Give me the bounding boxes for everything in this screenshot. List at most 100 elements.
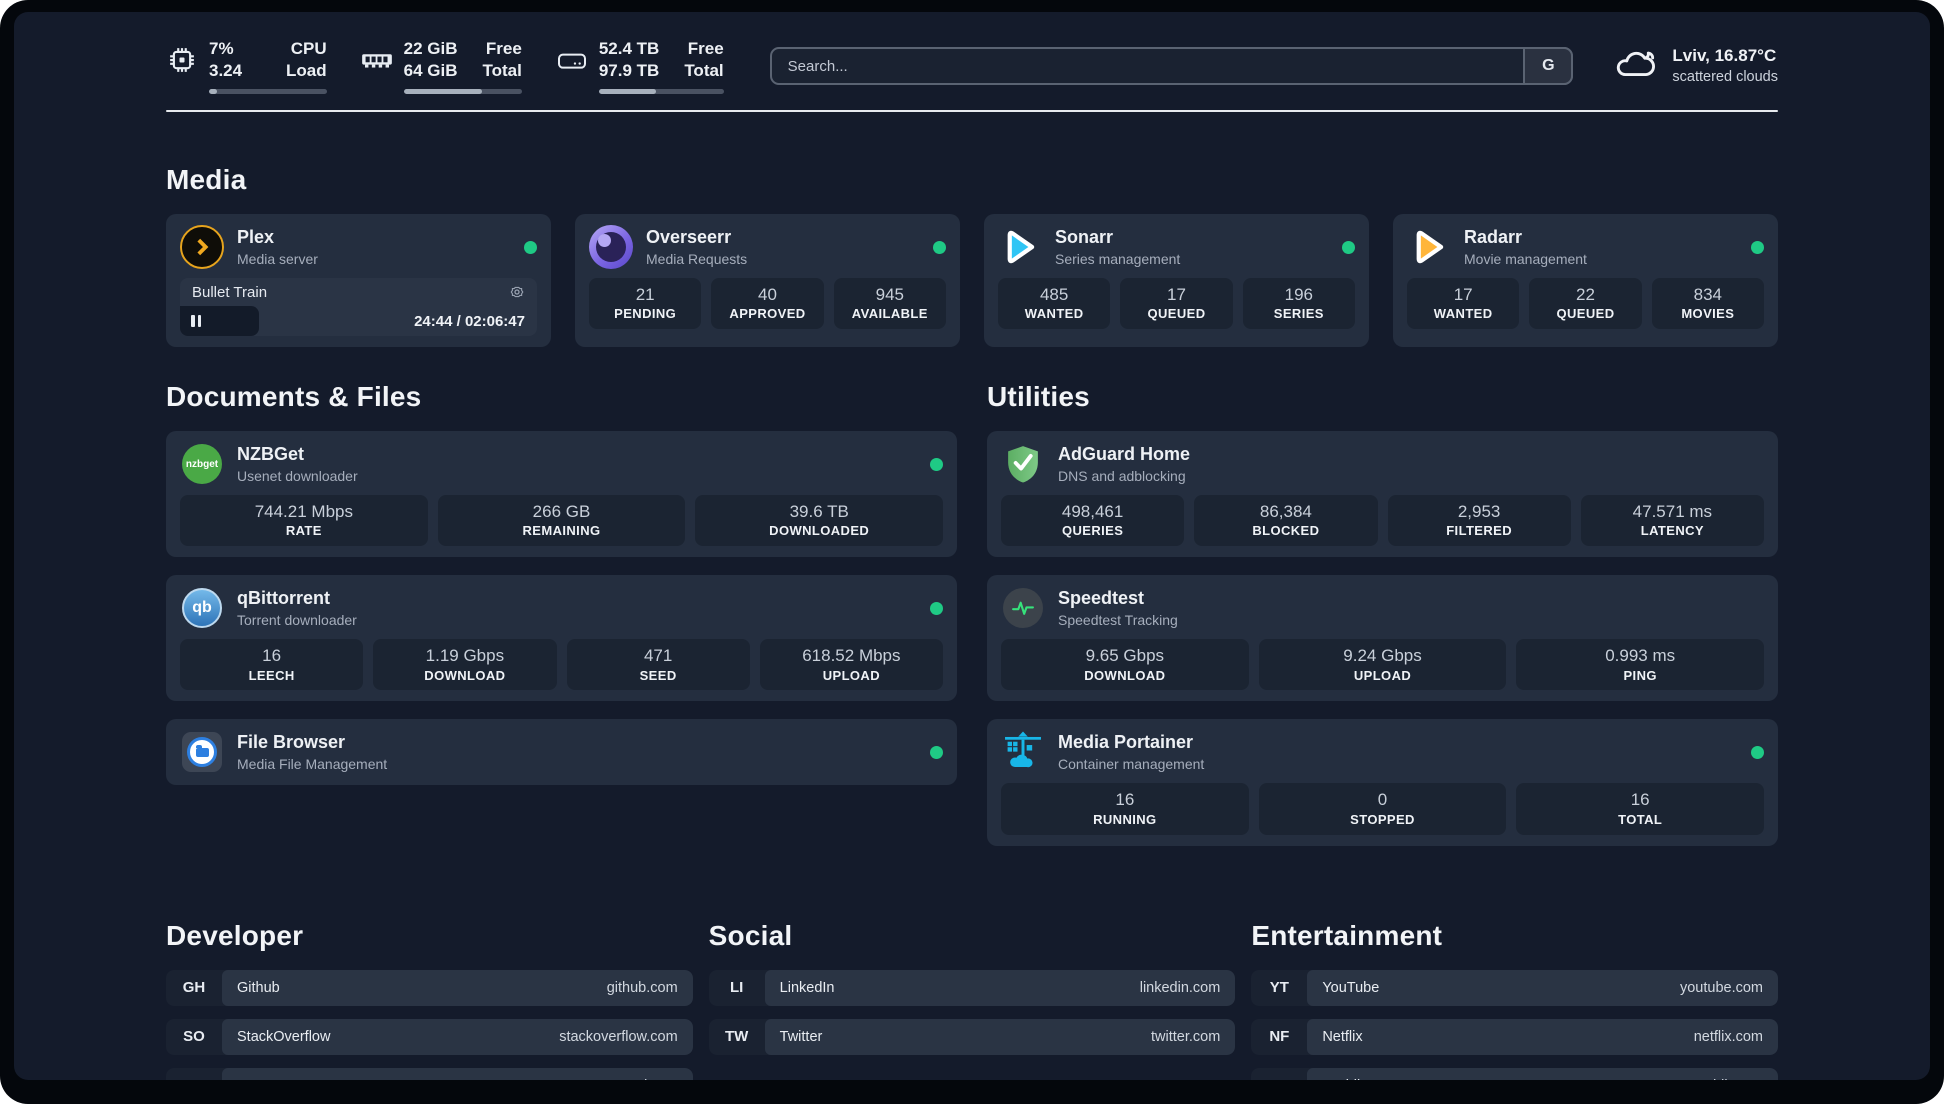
- stat-tile: 47.571 ms LATENCY: [1580, 495, 1764, 547]
- app-name: NZBGet: [237, 444, 304, 465]
- storage-free-label: Free: [687, 39, 724, 58]
- stat-tile: 945 AVAILABLE: [833, 278, 946, 330]
- link-url: github.com: [606, 979, 678, 996]
- memory-total: 64 GiB: [403, 61, 458, 81]
- section-title-developer: Developer: [166, 919, 304, 951]
- stat-tile: 86,384 BLOCKED: [1194, 495, 1378, 547]
- playback-progress-bar[interactable]: 24:44 / 02:06:47: [180, 306, 537, 337]
- memory-progress: [403, 89, 522, 95]
- status-dot: [930, 457, 943, 471]
- link-abbr: SO: [183, 1028, 205, 1046]
- playback-time: 24:44 / 02:06:47: [414, 312, 525, 330]
- cpu-load-label: Load: [286, 61, 327, 81]
- portainer-icon: [1001, 730, 1045, 774]
- cpu-progress: [209, 89, 327, 95]
- speedtest-icon: [1001, 586, 1045, 630]
- topbar: 7% 3.24 CPU Load: [166, 38, 1778, 95]
- app-subtitle: Media File Management: [237, 755, 388, 772]
- search-engine-button[interactable]: G: [1523, 47, 1574, 86]
- stat-tile: 498,461 QUERIES: [1001, 495, 1185, 547]
- gear-icon[interactable]: [509, 284, 525, 300]
- app-card-overseerr[interactable]: Overseerr Media Requests 21 PENDING 40 APP…: [575, 214, 960, 348]
- section-title-documents: Documents & Files: [166, 381, 422, 413]
- pause-icon[interactable]: [191, 315, 201, 328]
- link-name: Reddit: [1322, 1078, 1364, 1080]
- link-url: twitter.com: [1151, 1028, 1221, 1045]
- link-stackoverflow[interactable]: SO StackOverflow stackoverflow.com: [166, 1018, 693, 1055]
- app-subtitle: Movie management: [1464, 250, 1587, 267]
- status-dot: [1751, 240, 1764, 254]
- status-dot: [930, 745, 943, 759]
- cpu-chip-icon: [166, 45, 198, 75]
- app-card-portainer[interactable]: Media Portainer Container management 16 R…: [987, 719, 1778, 846]
- app-card-speedtest[interactable]: Speedtest Speedtest Tracking 9.65 Gbps DO…: [987, 575, 1778, 702]
- search-input[interactable]: [769, 47, 1574, 86]
- app-card-sonarr[interactable]: Sonarr Series management 485 WANTED 17 QUE…: [984, 214, 1369, 348]
- header-divider: [166, 110, 1778, 113]
- link-abbr: GH: [182, 979, 206, 997]
- stat-tile: 21 PENDING: [589, 278, 702, 330]
- status-dot: [930, 601, 943, 615]
- link-netflix[interactable]: NF Netflix netflix.com: [1251, 1018, 1778, 1055]
- app-name: Overseerr: [646, 227, 732, 248]
- link-abbr: LI: [729, 979, 744, 997]
- app-name: Speedtest: [1058, 588, 1145, 609]
- app-name: Radarr: [1464, 227, 1523, 248]
- stat-tile: 17 QUEUED: [1120, 278, 1233, 330]
- storage-progress: [598, 89, 724, 95]
- link-github[interactable]: GH Github github.com: [166, 969, 693, 1006]
- entertainment-links: Entertainment YT YouTube youtube.com NF …: [1251, 864, 1778, 1080]
- social-links: Social LI LinkedIn linkedin.com TW Twitt…: [708, 864, 1236, 1068]
- link-name: StackOverflow: [237, 1028, 331, 1045]
- stat-tile: 16 TOTAL: [1516, 783, 1765, 835]
- link-url: reddit.com: [1695, 1078, 1763, 1080]
- now-playing-title: Bullet Train: [192, 283, 268, 301]
- stat-tile: 9.24 Gbps UPLOAD: [1258, 639, 1507, 691]
- link-youtube[interactable]: YT YouTube youtube.com: [1251, 969, 1778, 1006]
- link-url: linkedin.com: [1139, 979, 1221, 996]
- status-dot: [933, 240, 946, 254]
- link-abbr: RE: [1251, 1068, 1307, 1080]
- weather-condition: scattered clouds: [1672, 68, 1778, 85]
- adguard-icon: [1001, 442, 1045, 486]
- app-name: AdGuard Home: [1058, 444, 1191, 465]
- app-card-radarr[interactable]: Radarr Movie management 17 WANTED 22 QUEUE…: [1393, 214, 1778, 348]
- section-title-entertainment: Entertainment: [1251, 919, 1443, 951]
- utilities-column: Utilities: [987, 347, 1778, 863]
- link-linkedin[interactable]: LI LinkedIn linkedin.com: [708, 969, 1236, 1006]
- system-stats: 7% 3.24 CPU Load: [166, 38, 724, 95]
- app-card-qbittorrent[interactable]: qb qBittorrent Torrent downloader 16 LEEC…: [166, 575, 957, 702]
- app-card-plex[interactable]: Plex Media server Bullet Train: [166, 214, 551, 348]
- overseerr-icon: [589, 225, 633, 270]
- weather-widget: Lviv, 16.87°C scattered clouds: [1613, 45, 1778, 88]
- stat-tile: 0 STOPPED: [1258, 783, 1507, 835]
- app-subtitle: DNS and adblocking: [1058, 467, 1186, 484]
- link-name: Github: [237, 979, 280, 996]
- link-name: Twitter: [779, 1028, 823, 1045]
- stat-tile: 744.21 Mbps RATE: [180, 495, 428, 547]
- app-subtitle: Usenet downloader: [237, 467, 358, 484]
- stat-tile: 9.65 Gbps DOWNLOAD: [1001, 639, 1249, 691]
- memory-free-label: Free: [485, 39, 522, 58]
- cpu-load: 3.24: [209, 61, 243, 81]
- link-abbr: TW: [724, 1028, 749, 1046]
- app-subtitle: Container management: [1058, 755, 1205, 772]
- app-name: Media Portainer: [1058, 732, 1194, 753]
- radarr-icon: [1407, 225, 1451, 269]
- app-card-adguard[interactable]: AdGuard Home DNS and adblocking 498,461 Q…: [987, 431, 1778, 558]
- app-card-filebrowser[interactable]: File Browser Media File Management: [166, 719, 957, 786]
- link-reddit[interactable]: RE Reddit reddit.com: [1251, 1067, 1778, 1080]
- app-card-nzbget[interactable]: nzbget NZBGet Usenet downloader 744.21 M…: [166, 431, 957, 558]
- app-subtitle: Media server: [237, 250, 318, 267]
- storage-total-label: Total: [684, 61, 724, 81]
- link-twitter[interactable]: TW Twitter twitter.com: [708, 1018, 1236, 1055]
- stat-tile: 16 LEECH: [180, 639, 364, 691]
- link-dev[interactable]: DT DEV dev.to: [166, 1067, 693, 1080]
- app-name: qBittorrent: [237, 588, 330, 609]
- app-name: File Browser: [237, 732, 346, 753]
- link-abbr: YT: [1269, 979, 1289, 997]
- section-title-utilities: Utilities: [987, 381, 1090, 413]
- filebrowser-icon: [180, 730, 224, 774]
- media-grid: Plex Media server Bullet Train: [166, 214, 1778, 348]
